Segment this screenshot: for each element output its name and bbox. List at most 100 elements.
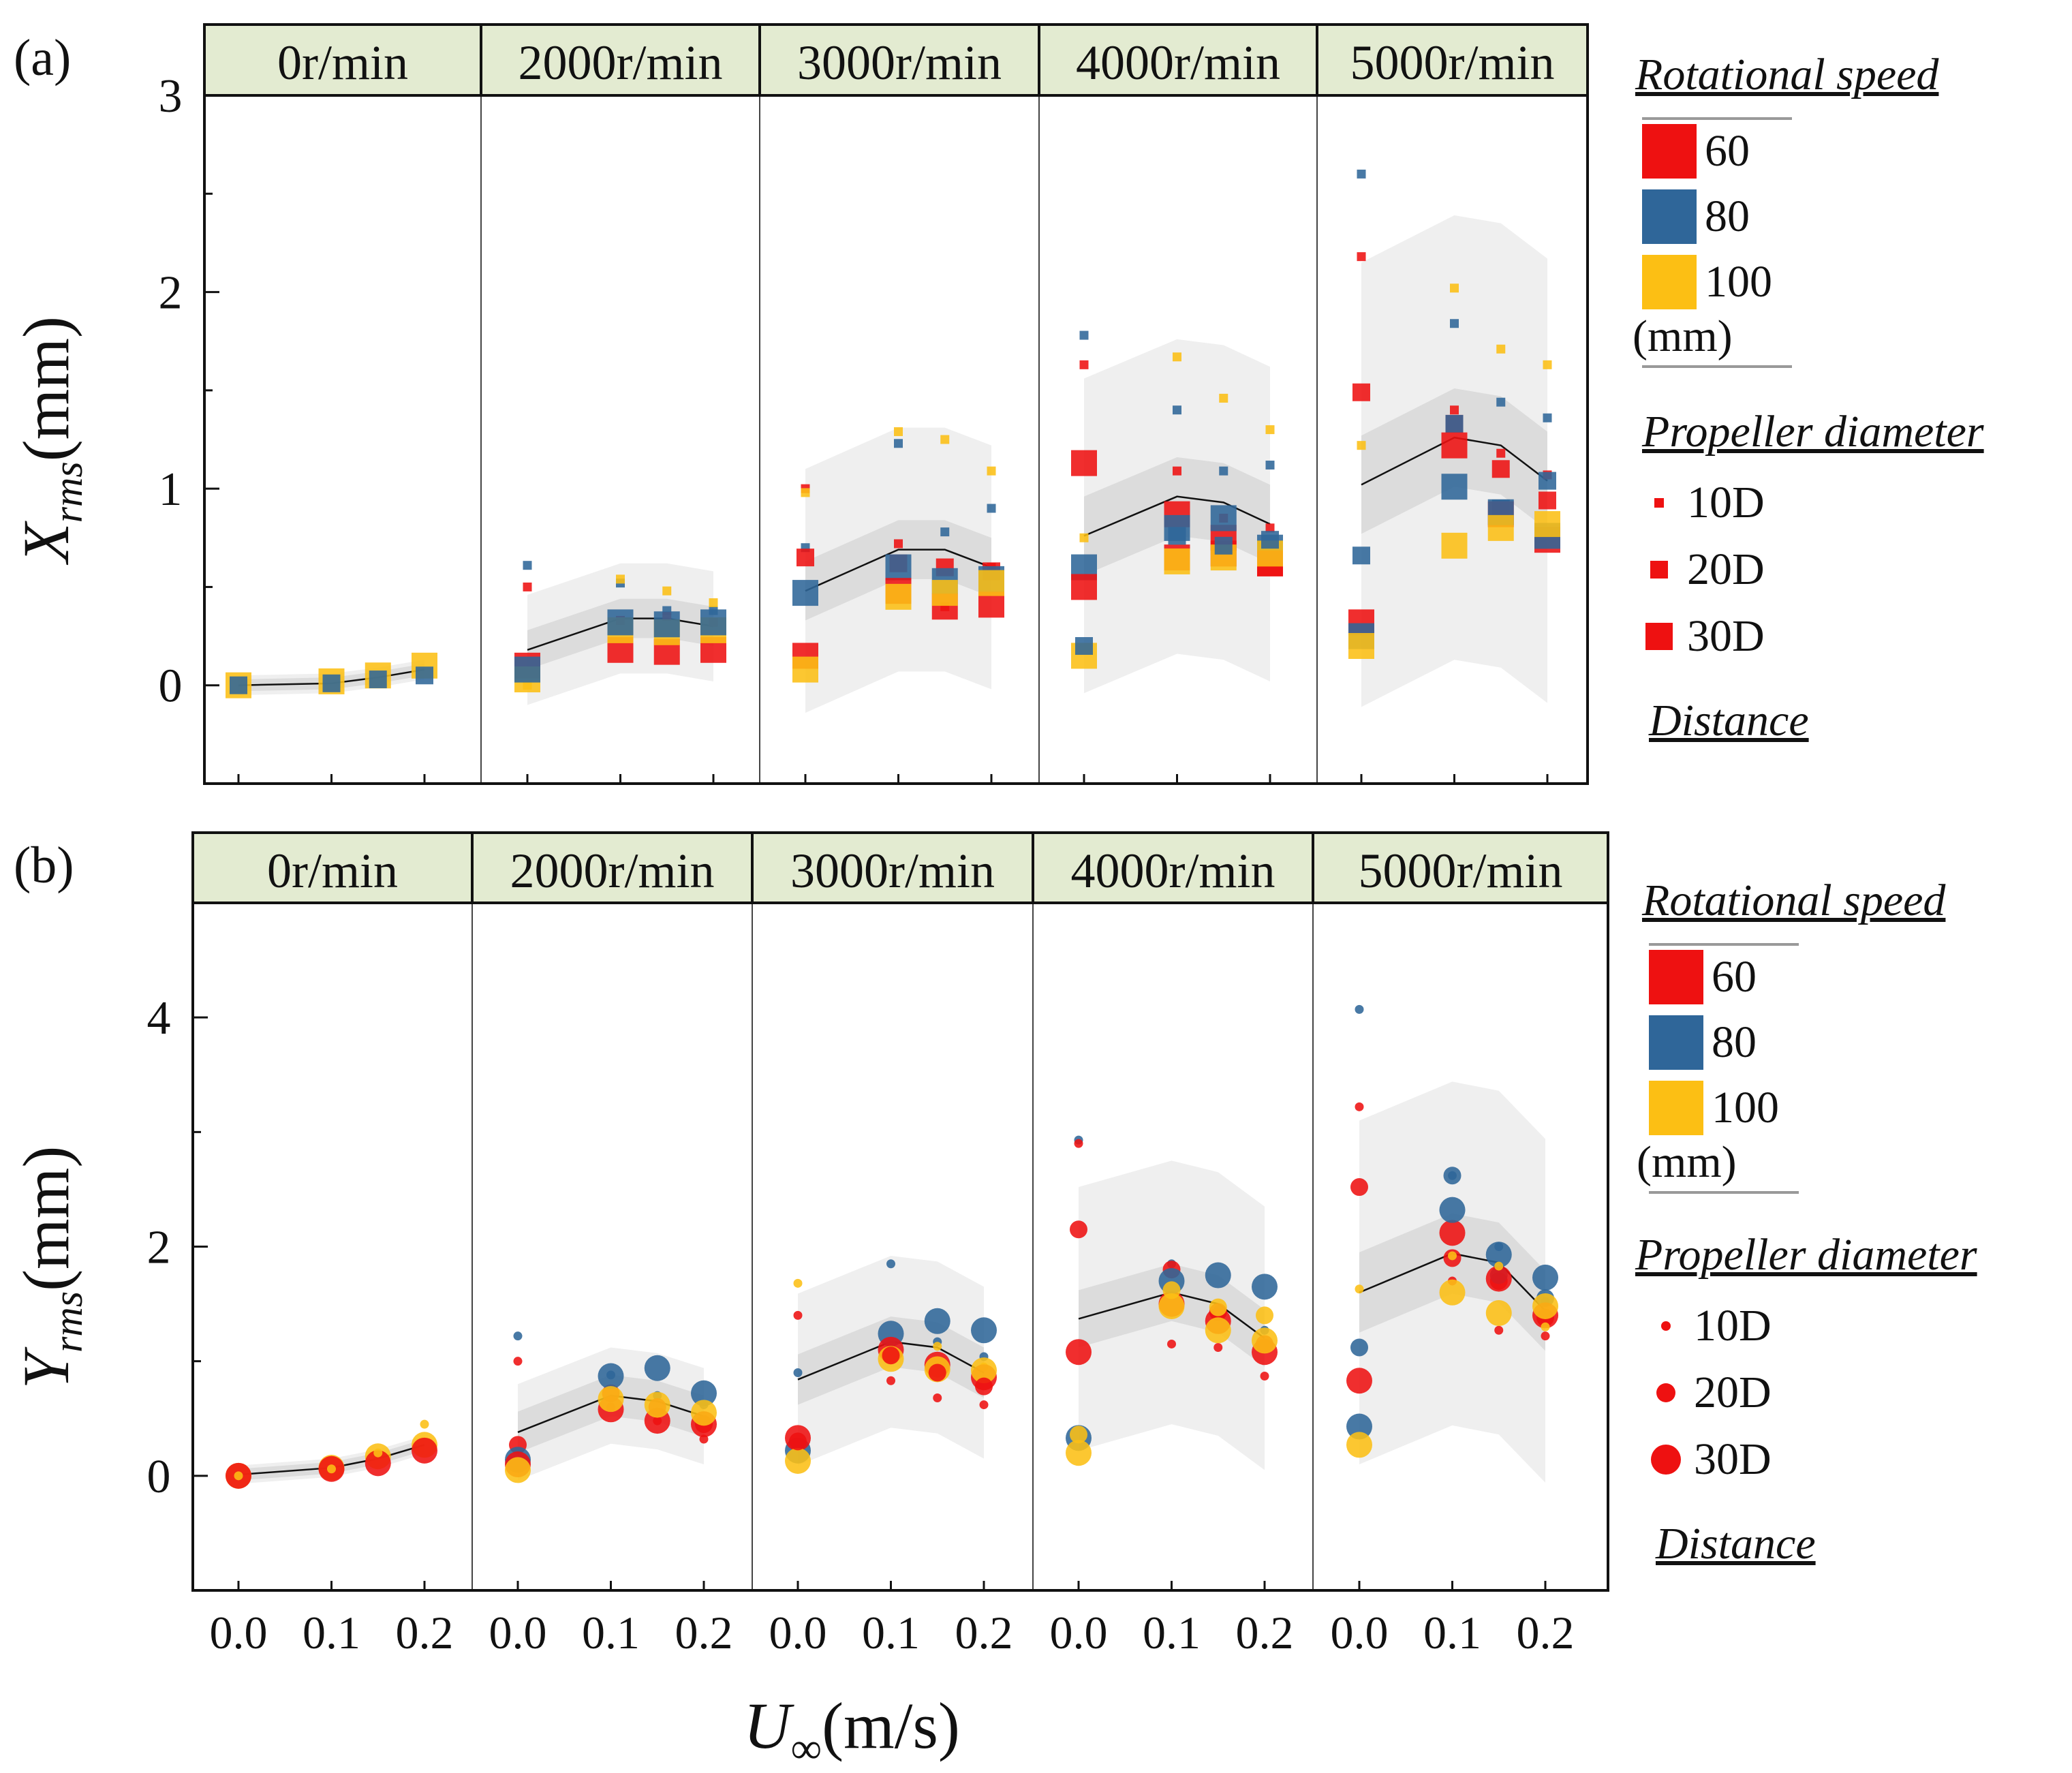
legend-diameter-30d: 30D (1649, 1434, 1772, 1485)
data-point (598, 1363, 624, 1389)
legend-speed-60: 60 (1649, 950, 1757, 1004)
swatch-60-icon (1642, 124, 1697, 179)
data-point (420, 1419, 429, 1429)
data-point (1265, 461, 1275, 470)
data-point (793, 1368, 803, 1377)
fit-curve (1078, 1291, 1265, 1340)
data-point (709, 598, 718, 608)
legend-speed-80-label: 80 (1712, 1017, 1757, 1067)
data-point (1075, 637, 1093, 655)
data-point (373, 1448, 383, 1458)
y-axis-label: Yrms(mm) (10, 1146, 91, 1389)
x-axis-label-unit: (m/s) (822, 1689, 960, 1762)
data-point (971, 1317, 997, 1344)
legend-10d-label: 10D (1694, 1301, 1772, 1351)
x-tick-label: 0.1 (1143, 1607, 1201, 1659)
fit-curve (238, 668, 425, 686)
facet-header-label: 5000r/min (1350, 35, 1555, 90)
legend-30d-label: 30D (1687, 611, 1765, 661)
data-point (653, 611, 680, 638)
data-point (1543, 413, 1552, 422)
data-point (1441, 532, 1468, 559)
data-point (894, 427, 903, 436)
data-point (1441, 432, 1468, 459)
swatch-60-icon (1649, 950, 1703, 1004)
data-point (1357, 441, 1366, 450)
data-point (1173, 466, 1181, 476)
data-point (1487, 514, 1514, 541)
data-point (1214, 536, 1233, 555)
data-point (1485, 1300, 1512, 1327)
data-point (979, 1400, 989, 1410)
legend-speed-100: 100 (1642, 255, 1772, 309)
data-point (1346, 1368, 1372, 1394)
data-point (1445, 414, 1464, 433)
legend-distance-title: Distance (1656, 1519, 1816, 1569)
data-point (691, 1400, 717, 1426)
confidence-band-inner (1361, 388, 1547, 534)
y-tick-label: 0 (159, 660, 183, 713)
data-point (700, 609, 726, 636)
data-point (1260, 1372, 1269, 1381)
legend-20d-label: 20D (1694, 1368, 1772, 1417)
data-point (1357, 169, 1366, 179)
data-point (1158, 1293, 1185, 1319)
data-point (933, 1393, 942, 1402)
legend-20d-label: 20D (1687, 544, 1765, 594)
data-point (885, 583, 912, 610)
data-point (801, 488, 810, 497)
x-tick-label: 0.0 (210, 1607, 268, 1659)
data-point (1205, 1262, 1231, 1289)
data-point (1219, 393, 1228, 403)
data-point (1443, 1167, 1462, 1185)
legend-rule-top (1649, 943, 1799, 946)
data-point (412, 1437, 437, 1464)
facet-header (1032, 831, 1314, 904)
data-point (662, 586, 672, 596)
data-point (793, 1278, 803, 1288)
data-point (1355, 1284, 1364, 1294)
data-point (1450, 283, 1459, 293)
swatch-100-icon (1649, 1081, 1703, 1135)
data-point (1357, 252, 1366, 262)
data-point (1213, 1342, 1223, 1352)
data-point (1070, 1425, 1087, 1444)
facet-header (758, 23, 1040, 97)
data-point (1346, 1432, 1372, 1458)
data-point (1261, 531, 1279, 549)
data-point (1173, 405, 1181, 415)
data-point (1439, 1197, 1466, 1223)
data-point (1532, 1293, 1558, 1319)
x-axis-label-sub: ∞ (791, 1724, 822, 1772)
data-point (882, 1346, 900, 1365)
data-point (1219, 466, 1228, 476)
data-point (365, 1450, 391, 1477)
data-point (369, 670, 387, 689)
facet-header-label: 5000r/min (1359, 844, 1563, 898)
x-tick-label: 0.2 (955, 1607, 1013, 1659)
data-point (644, 1355, 670, 1381)
data-point (327, 1464, 336, 1474)
y-axis-label-sub: rms (46, 1291, 91, 1353)
panel-label: (b) (14, 837, 74, 894)
x-tick-label: 0.0 (489, 1607, 547, 1659)
x-tick-label: 0.0 (1331, 1607, 1389, 1659)
facet-header-label: 4000r/min (1071, 844, 1275, 898)
marker-10d-icon (1661, 1321, 1671, 1331)
data-point (987, 466, 996, 476)
legend-panel-b: Rotational speed 60 80 100 (mm) Propelle… (1628, 867, 2058, 1582)
data-point (416, 666, 433, 685)
data-point (1079, 360, 1089, 369)
data-point (886, 1376, 895, 1385)
marker-20d-icon (1650, 561, 1668, 579)
legend-distance-title: Distance (1649, 696, 1809, 745)
y-tick-label: 2 (159, 267, 183, 320)
x-tick-label: 0.1 (1423, 1607, 1481, 1659)
data-point (1450, 405, 1459, 415)
x-axis-label: U∞(m/s) (743, 1689, 960, 1772)
data-point (1265, 425, 1275, 435)
fit-curve (238, 1444, 425, 1476)
data-point (894, 439, 903, 448)
data-point (1205, 1317, 1231, 1344)
